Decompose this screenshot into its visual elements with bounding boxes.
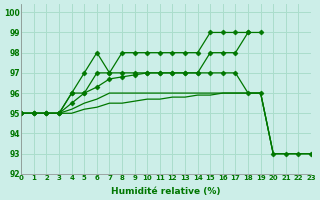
X-axis label: Humidité relative (%): Humidité relative (%) — [111, 187, 221, 196]
